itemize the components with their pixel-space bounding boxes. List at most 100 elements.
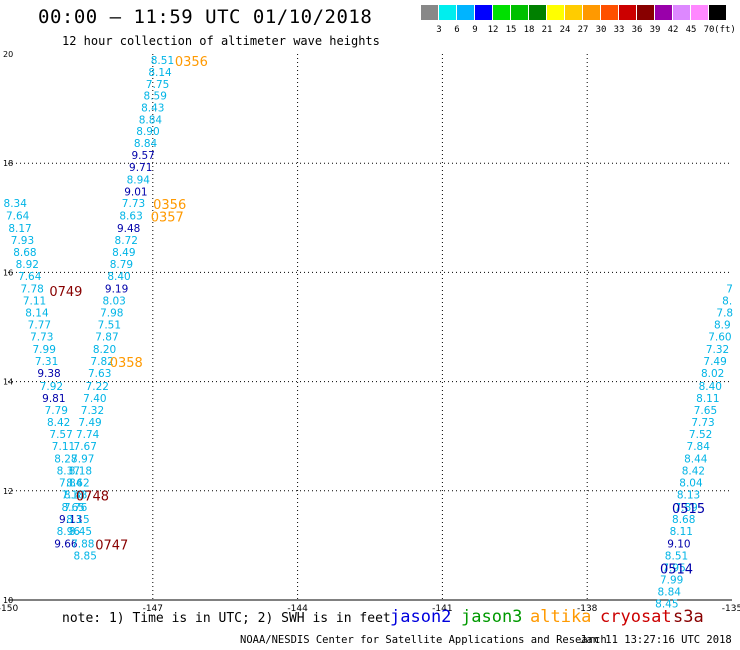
swh-value-label: 8.84: [139, 114, 163, 126]
swh-value-label: 8.14: [25, 308, 49, 320]
swh-value-label: 8.90: [136, 126, 159, 138]
swh-value-label: 7.49: [703, 356, 726, 368]
colorbar-label: 6: [454, 25, 460, 35]
colorbar-swatch: [673, 5, 690, 20]
colorbar-swatch: [493, 5, 510, 20]
swh-value-label: 9.66: [54, 539, 78, 551]
swh-value-label: 7.76: [64, 502, 88, 514]
swh-value-label: 7.79: [45, 405, 68, 417]
colorbar-label: 39: [649, 25, 661, 35]
swh-value-label: 7.99: [33, 344, 56, 356]
swh-value-label: 7.87: [95, 332, 118, 344]
swh-value-label: 7.18: [61, 489, 84, 501]
swh-value-label: 7.52: [689, 429, 712, 441]
footer-note: note: 1) Time is in UTC; 2) SWH is in fe…: [62, 611, 391, 626]
swh-value-label: 8.45: [69, 526, 92, 538]
y-tick-label: 14: [3, 378, 13, 387]
swh-value-label: 8.68: [672, 514, 695, 526]
colorbar-swatch: [565, 5, 582, 20]
swh-value-label: 8.40: [699, 381, 722, 393]
colorbar-swatch: [601, 5, 618, 20]
colorbar-swatch: [457, 5, 474, 20]
satellite-name-cryosat: cryosat: [600, 607, 672, 627]
swh-value-label: 7: [726, 284, 733, 296]
swh-value-label: 7.51: [98, 320, 121, 332]
swh-value-label: 8.17: [8, 223, 31, 235]
swh-value-label: 8.49: [112, 247, 135, 259]
pass-time-label: 0357: [151, 210, 184, 225]
x-tick-label: -135: [722, 604, 740, 614]
swh-value-label: 7.99: [660, 575, 683, 587]
colorbar-swatch: [529, 5, 546, 20]
colorbar-label: 18: [523, 25, 535, 35]
colorbar-label: 12: [487, 25, 499, 35]
colorbar-label: 15: [505, 25, 517, 35]
swh-value-label: 9.10: [667, 539, 690, 551]
swh-value-label: 7.73: [691, 417, 714, 429]
swh-value-label: 8.02: [701, 368, 724, 380]
swh-value-label: 7.32: [706, 344, 729, 356]
swh-value-label: 8.: [722, 296, 732, 308]
pass-time-label: 0356: [153, 198, 186, 213]
x-tick-label: -138: [577, 604, 598, 614]
swh-value-label: 8.92: [16, 259, 39, 271]
colorbar-label: 33: [613, 25, 625, 35]
generated-timestamp: Jan 11 13:27:16 UTC 2018: [580, 634, 732, 646]
swh-value-label: 7.95: [662, 563, 685, 575]
swh-value-label: 7.63: [88, 368, 111, 380]
swh-value-label: 7.65: [694, 405, 717, 417]
satellite-name-jason2: jason2: [390, 607, 452, 627]
colorbar-label: 30: [595, 25, 607, 35]
swh-value-label: 7.8: [716, 308, 733, 320]
swh-value-label: 8.11: [670, 526, 693, 538]
swh-value-label: 8.18: [69, 465, 92, 477]
swh-value-label: 8.34: [4, 198, 28, 210]
swh-value-label: 7.64: [18, 271, 42, 283]
colorbar-swatch: [709, 5, 726, 20]
swh-value-label: 8.15: [66, 514, 89, 526]
swh-value-label: 7.84: [59, 477, 83, 489]
swh-value-label: 7.60: [708, 332, 731, 344]
swh-value-label: 9.13: [59, 514, 82, 526]
swh-value-label: 8.62: [66, 477, 89, 489]
swh-value-label: 8.42: [47, 417, 70, 429]
swh-value-label: 9.19: [105, 284, 128, 296]
swh-value-label: 8.51: [151, 55, 174, 67]
colorbar-swatch: [583, 5, 600, 20]
swh-value-label: 7.97: [71, 453, 94, 465]
swh-value-label: 8.65: [61, 502, 84, 514]
swh-value-label: 7.67: [74, 441, 97, 453]
swh-value-label: 8.96: [57, 526, 81, 538]
colorbar-swatch: [691, 5, 708, 20]
pass-time-label: 0749: [49, 285, 82, 300]
swh-value-label: 9.71: [129, 162, 152, 174]
swh-value-label: 8.13: [677, 489, 700, 501]
x-tick-label: -141: [432, 604, 452, 614]
colorbar-label: 9: [472, 25, 478, 35]
swh-value-label: 8.68: [13, 247, 36, 259]
satellite-name-s3a: s3a: [673, 607, 704, 627]
swh-value-label: 9.38: [37, 368, 60, 380]
swh-value-label: 7.11: [23, 296, 46, 308]
y-tick-label: 12: [3, 487, 13, 496]
y-tick-label: 20: [3, 50, 13, 59]
swh-value-label: 7.78: [20, 284, 43, 296]
page-subtitle: 12 hour collection of altimeter wave hei…: [62, 34, 380, 48]
swh-value-label: 8.9: [714, 320, 731, 332]
swh-value-label: 7.73: [30, 332, 53, 344]
swh-value-label: 8.51: [665, 551, 688, 563]
colorbar-swatch: [421, 5, 438, 20]
swh-value-label: 8.94: [127, 174, 151, 186]
swh-value-label: 8.59: [144, 90, 167, 102]
swh-value-label: 8.03: [102, 296, 125, 308]
swh-value-label: 8.44: [684, 453, 708, 465]
swh-value-label: 8.48: [64, 489, 87, 501]
swh-value-label: 8.84: [134, 138, 158, 150]
colorbar-unit: (ft): [714, 25, 736, 35]
swh-value-label: 7.31: [35, 356, 58, 368]
colorbar-label: 24: [559, 25, 571, 35]
pass-time-label: 0514: [660, 563, 693, 578]
swh-value-label: 7.88: [71, 539, 94, 551]
colorbar-swatch: [655, 5, 672, 20]
pass-time-label: 0358: [110, 356, 143, 371]
